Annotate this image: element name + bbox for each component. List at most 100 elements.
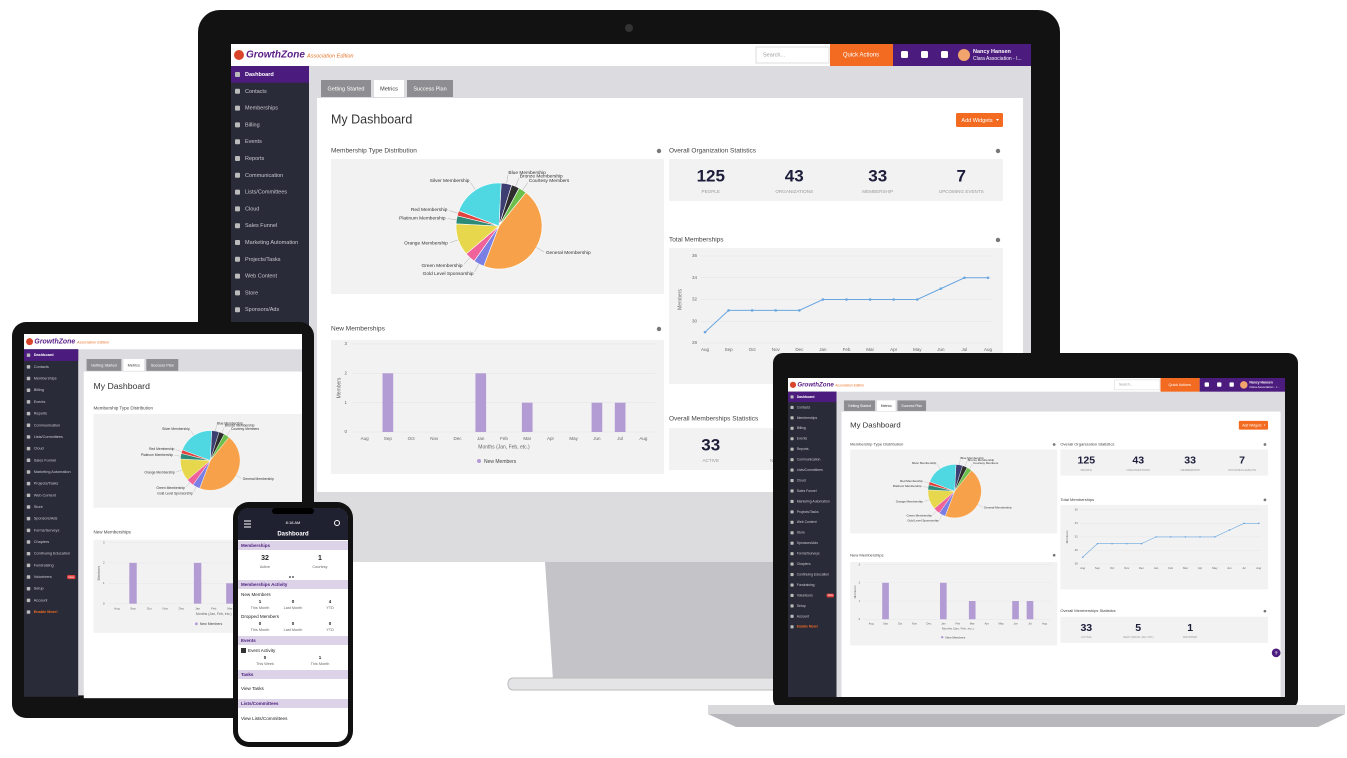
sidebar-item[interactable]: Dashboard [797, 395, 815, 399]
sidebar-item[interactable]: Cloud [797, 478, 806, 482]
sidebar-item[interactable]: Reports [34, 412, 47, 416]
sidebar-item[interactable]: Lists/Committees [797, 468, 823, 472]
sidebar-item[interactable]: Web Content [34, 493, 57, 497]
sidebar-item[interactable]: Sponsors/Ads [797, 541, 819, 545]
user-avatar[interactable] [958, 49, 970, 61]
sidebar-item[interactable]: Events [245, 139, 262, 145]
quick-actions-button[interactable] [1160, 378, 1200, 392]
tab[interactable] [146, 359, 179, 371]
widget-settings[interactable] [995, 237, 1001, 243]
sidebar-item[interactable]: Enable More! [797, 625, 818, 629]
tab[interactable] [374, 80, 404, 97]
sidebar-item[interactable]: Projects/Tasks [245, 257, 281, 263]
widget-settings[interactable] [1052, 553, 1056, 557]
search-box[interactable] [1114, 379, 1161, 391]
add-widgets-button[interactable] [1238, 420, 1269, 430]
sidebar-item[interactable]: Account [34, 598, 49, 602]
phone-link[interactable]: View Lists/Committees [241, 716, 288, 721]
sidebar-item[interactable]: Lists/Committees [245, 190, 287, 196]
sidebar-item[interactable]: Contacts [797, 405, 811, 409]
sidebar-item[interactable]: Billing [245, 122, 260, 128]
toolbar-icon[interactable] [921, 51, 928, 58]
sidebar-item[interactable]: Communication [245, 173, 283, 179]
tab[interactable] [407, 80, 453, 97]
sidebar-item[interactable]: Events [34, 400, 46, 404]
sidebar-item[interactable]: Continuing Education [34, 552, 70, 556]
widget-settings[interactable] [1263, 443, 1267, 446]
stat-value: 43 [785, 166, 804, 185]
phone-search-icon[interactable] [334, 520, 340, 526]
sidebar-item[interactable]: Sponsors/Ads [245, 307, 279, 313]
sidebar-item[interactable]: Chapters [34, 540, 50, 544]
toolbar-icon[interactable] [1204, 382, 1209, 387]
sidebar-item[interactable]: Sales Funnel [34, 458, 56, 462]
phone-link[interactable]: View Tasks [241, 686, 265, 691]
sidebar-item[interactable]: Memberships [34, 377, 57, 381]
sidebar-item[interactable]: Reports [245, 156, 265, 162]
sidebar-item[interactable]: Forms/Surveys [34, 528, 60, 532]
widget-settings[interactable] [1263, 609, 1267, 613]
phone-menu-icon[interactable] [244, 520, 251, 528]
sidebar-item[interactable]: Memberships [797, 416, 818, 420]
sidebar-item[interactable]: Store [34, 505, 43, 509]
sidebar-item[interactable]: Enable More! [34, 610, 58, 614]
widget-settings[interactable] [1263, 498, 1267, 502]
sidebar-item[interactable]: Setup [34, 587, 44, 591]
tab[interactable] [321, 80, 371, 97]
widget-settings[interactable] [1052, 443, 1056, 446]
sidebar-item[interactable]: Communication [34, 423, 61, 427]
add-widgets-button[interactable] [956, 113, 1003, 127]
sidebar-item[interactable]: Cloud [34, 447, 44, 451]
sidebar-item[interactable]: Billing [797, 426, 806, 430]
sidebar-item[interactable]: Web Content [797, 520, 817, 524]
sidebar-item[interactable]: Setup [797, 604, 806, 608]
sidebar-item[interactable]: Forms/Surveys [797, 552, 820, 556]
sidebar-item[interactable]: Continuing Education [797, 572, 829, 576]
tab[interactable] [86, 359, 122, 371]
toolbar-icon[interactable] [941, 51, 948, 58]
sidebar-item[interactable]: Reports [797, 447, 809, 451]
sidebar-item[interactable]: Account [797, 614, 809, 618]
sidebar-item[interactable]: Fundraising [34, 563, 54, 567]
sidebar-item[interactable]: Billing [34, 388, 44, 392]
sidebar-item[interactable]: Communication [797, 458, 821, 462]
sidebar-item[interactable]: Marketing Automation [245, 240, 298, 246]
sidebar-item[interactable]: Store [797, 531, 805, 535]
sidebar-item[interactable]: Dashboard [245, 72, 274, 78]
sidebar-item[interactable]: Lists/Committees [34, 435, 63, 439]
sidebar-item[interactable]: Chapters [797, 562, 811, 566]
sidebar-item[interactable]: Store [245, 290, 258, 296]
sidebar-item[interactable]: Contacts [245, 89, 267, 95]
sidebar-item[interactable]: Sales Funnel [245, 223, 277, 229]
sidebar-item[interactable]: Dashboard [34, 353, 55, 357]
toolbar-icon[interactable] [1217, 382, 1222, 387]
sidebar-item[interactable]: Contacts [34, 365, 49, 369]
help-button[interactable] [1271, 648, 1281, 658]
sidebar-item[interactable]: Projects/Tasks [34, 482, 59, 486]
sidebar-item[interactable]: Events [797, 437, 808, 441]
widget-settings[interactable] [656, 148, 662, 154]
sidebar-item[interactable]: Projects/Tasks [797, 510, 819, 514]
tab[interactable] [123, 359, 145, 371]
tab[interactable] [843, 400, 876, 411]
sidebar-item[interactable]: Sponsors/Ads [34, 517, 58, 521]
widget-settings[interactable] [656, 326, 662, 332]
sidebar-item[interactable]: Marketing Automation [797, 499, 830, 503]
sidebar-item[interactable]: Volunteers [797, 593, 813, 597]
sidebar-item[interactable]: Cloud [245, 206, 259, 212]
tab[interactable] [897, 400, 927, 411]
sidebar-item[interactable]: Sales Funnel [797, 489, 817, 493]
toolbar-icon[interactable] [901, 51, 908, 58]
sidebar-item[interactable]: Volunteers [34, 575, 52, 579]
toolbar-icon[interactable] [1229, 382, 1234, 387]
tab[interactable] [876, 400, 896, 411]
sidebar-item[interactable]: Memberships [245, 106, 278, 112]
widget-settings[interactable] [995, 148, 1001, 154]
x-tick-label: Aug [701, 347, 710, 352]
sidebar-item[interactable]: Fundraising [797, 583, 815, 587]
user-avatar[interactable] [1240, 381, 1248, 389]
sidebar-item[interactable]: Web Content [245, 274, 277, 280]
quick-actions-button[interactable] [830, 44, 893, 66]
sidebar-item[interactable]: Marketing Automation [34, 470, 71, 474]
search-box[interactable] [755, 46, 830, 64]
